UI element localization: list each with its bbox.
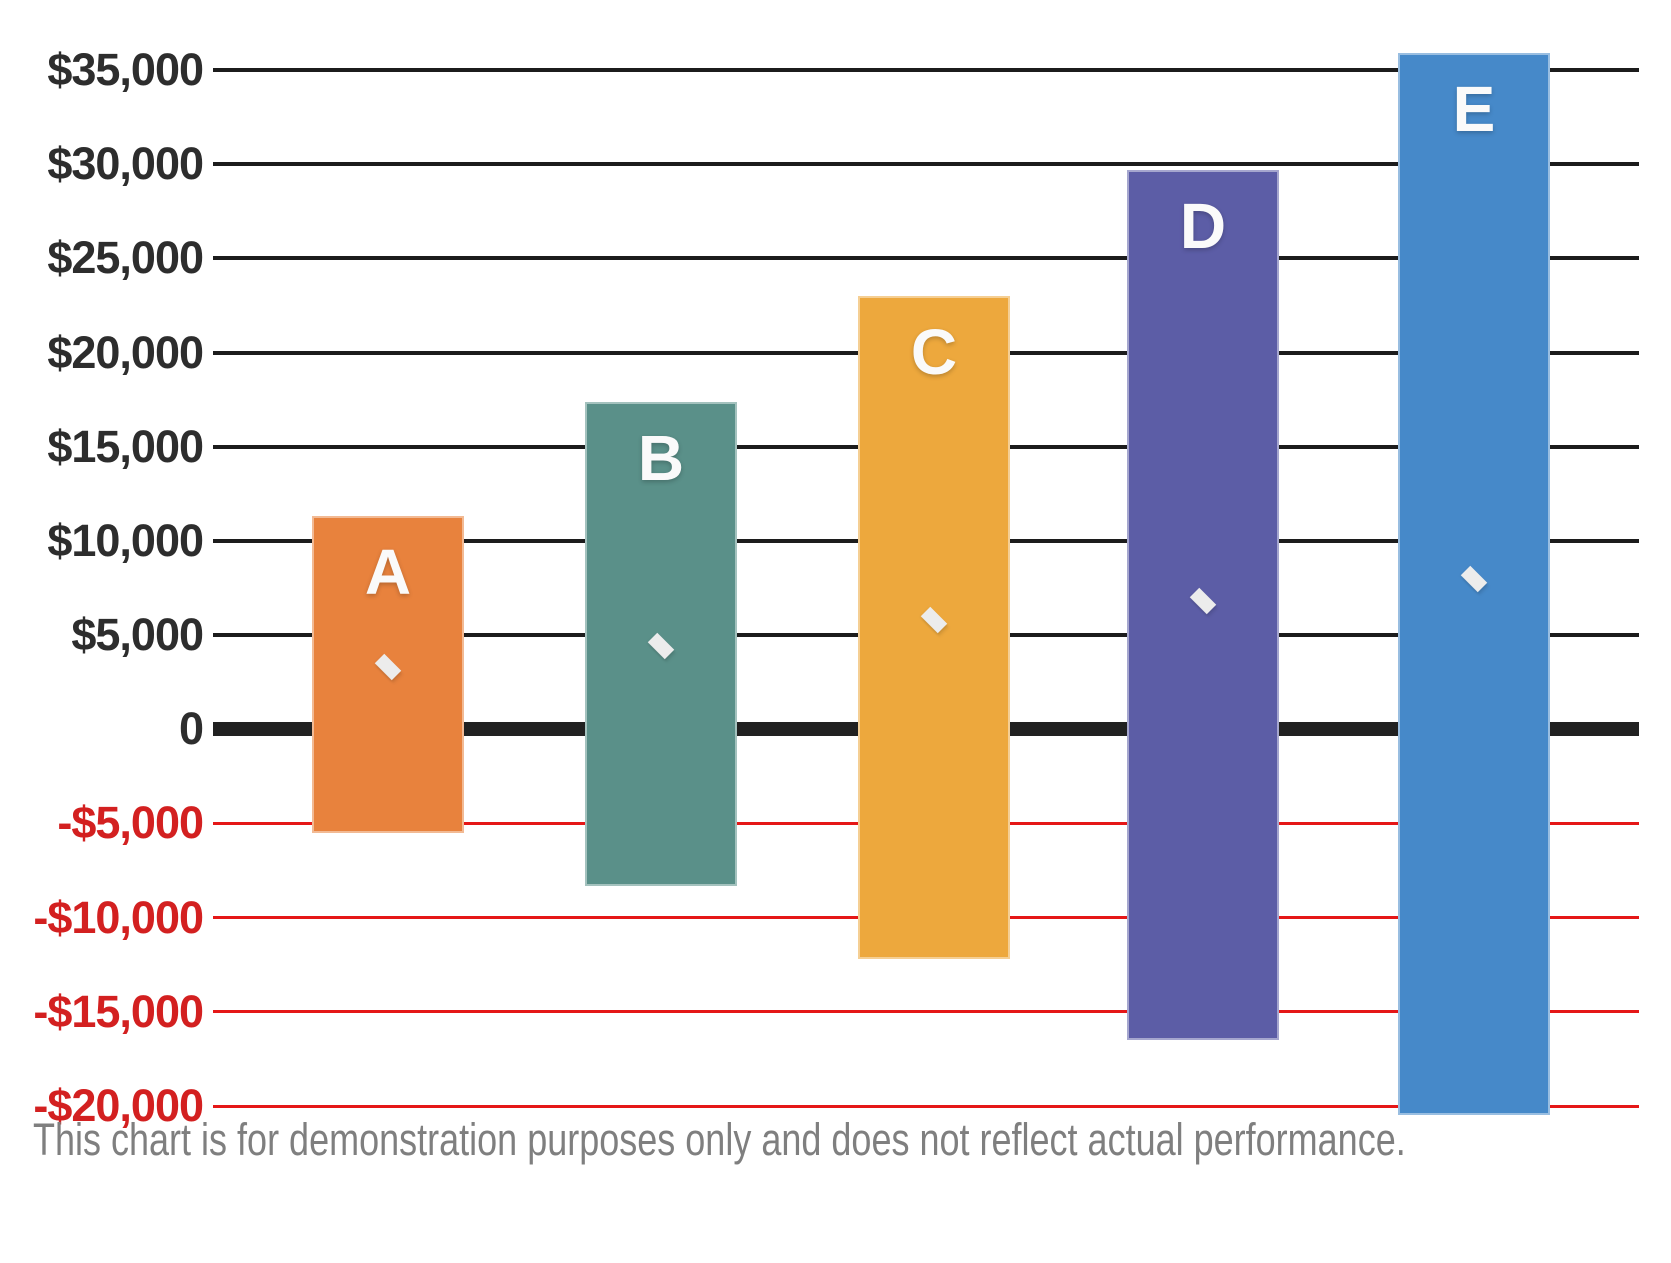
y-tick-label: $20,000 [47,326,204,378]
chart-disclaimer-caption: This chart is for demonstration purposes… [33,1114,1406,1165]
y-tick-label: -$5,000 [57,797,204,849]
y-tick-label: 0 [178,703,204,755]
y-tick-label: $25,000 [47,232,204,284]
y-tick-label: $10,000 [47,514,204,566]
y-tick-label: $15,000 [47,420,204,472]
y-tick-label: $35,000 [47,44,204,95]
y-tick-label: -$20,000 [33,1080,204,1131]
y-tick-label: $30,000 [47,138,204,190]
y-tick-label: -$10,000 [33,891,204,943]
y-tick-label: -$15,000 [33,985,204,1037]
y-tick-label: $5,000 [71,609,204,661]
